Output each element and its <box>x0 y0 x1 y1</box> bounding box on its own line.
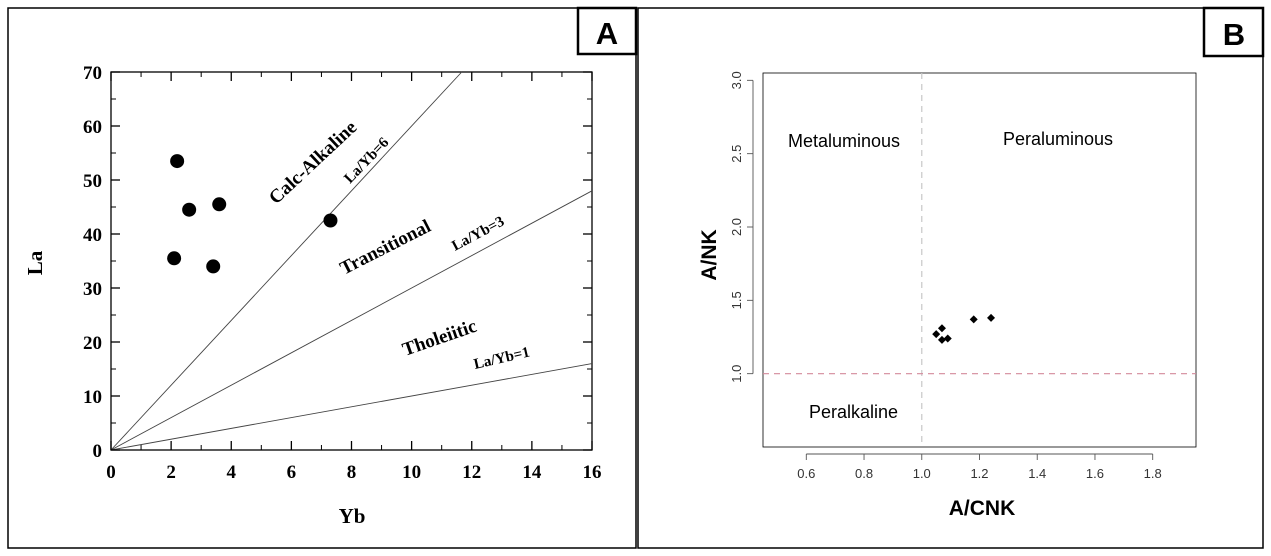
panel-b-x-axis-title: A/CNK <box>949 497 1016 520</box>
panel-a-x-tick-label: 6 <box>287 462 297 483</box>
panel-b-y-tick-label: 1.0 <box>729 365 744 383</box>
panel-b-y-tick-label: 3.0 <box>729 71 744 89</box>
panel-a-line-label-3: La/Yb=3 <box>449 214 507 255</box>
panel-b-y-tick-label: 2.0 <box>729 218 744 236</box>
panel-b-data-point <box>937 335 946 344</box>
panel-b-x-tick-label: 1.6 <box>1086 466 1104 481</box>
panel-a-data-point <box>170 154 185 169</box>
panel-a-y-tick-label: 40 <box>83 225 102 246</box>
panel-a-y-axis-title: La <box>23 250 47 275</box>
panel-a-data-point <box>182 202 197 217</box>
panel-a-badge-box <box>576 6 638 56</box>
panel-b-points <box>932 313 996 344</box>
panel-b-x-tick-label: 1.4 <box>1028 466 1046 481</box>
panel-a-reference-lines <box>110 71 593 451</box>
panel-a-field-label-calc-alkaline: Calc-Alkaline <box>265 117 361 209</box>
panel-a-x-tick-label: 8 <box>347 462 357 483</box>
panel-a-data-point <box>206 259 221 274</box>
panel-a-y-tick-label: 70 <box>83 63 102 84</box>
panel-a-field-label-transitional: Transitional <box>337 216 435 280</box>
panel-a-y-tick-label: 50 <box>83 171 102 192</box>
panel-a-frame <box>7 7 637 549</box>
panel-b-ticks: 0.6 0.8 1.0 1.2 1.4 1.6 1.8 1.0 1.5 2.0 2.5 3.0 <box>729 71 1162 481</box>
panel-b: B 0.6 0.8 1.0 1.2 1.4 1.6 1.8 1.0 1.5 2.0 2.5 3.0 A… <box>637 6 1265 549</box>
panel-a-ticks: 0 2 4 6 8 10 12 14 16 0 10 20 30 40 50 60 70 <box>83 63 602 483</box>
panel-a-ref-line-6 <box>110 71 463 451</box>
panel-a-x-tick-label: 14 <box>522 462 542 483</box>
panel-a-data-point <box>323 213 338 228</box>
panel-b-x-tick-label: 1.8 <box>1144 466 1162 481</box>
panel-a-x-tick-label: 2 <box>166 462 176 483</box>
panel-b-reference-lines <box>763 73 1196 447</box>
panel-a-field-label-tholeiitic: Tholeiitic <box>400 316 480 361</box>
panel-b-x-tick-label: 0.8 <box>855 466 873 481</box>
panel-b-x-tick-label: 1.0 <box>913 466 931 481</box>
panel-a-x-tick-label: 16 <box>583 462 602 483</box>
panel-b-frame <box>637 7 1264 549</box>
panel-a-badge: A <box>596 16 618 51</box>
panel-a-ref-line-1 <box>110 363 593 451</box>
panel-b-data-point <box>943 334 952 343</box>
panel-a-points <box>167 154 338 274</box>
panel-b-y-tick-label: 2.5 <box>729 145 744 163</box>
panel-a-x-tick-label: 4 <box>227 462 237 483</box>
panel-b-y-axis-title: A/NK <box>698 229 721 280</box>
panel-b-field-label-peralkaline: Peralkaline <box>809 402 898 422</box>
panel-b-data-point <box>987 313 996 322</box>
panel-a-x-axis-title: Yb <box>339 504 366 528</box>
panel-a-x-tick-label: 10 <box>402 462 421 483</box>
panel-b-badge: B <box>1223 17 1245 52</box>
panel-b-plot-area <box>762 72 1197 448</box>
panel-b-data-point <box>969 315 978 324</box>
panel-a-y-tick-label: 0 <box>93 441 103 462</box>
panel-a-y-tick-label: 20 <box>83 333 102 354</box>
panel-a-ref-line-3 <box>110 190 593 451</box>
panel-a-line-label-1: La/Yb=1 <box>472 345 531 373</box>
panel-a-data-point <box>167 251 182 266</box>
panel-a-y-tick-label: 60 <box>83 117 102 138</box>
panel-b-data-point <box>937 324 946 333</box>
panel-a: A 0 2 4 6 8 10 12 14 16 0 10 20 30 40 50 60 70 Yb La Cal… <box>7 6 638 549</box>
panel-b-field-label-peraluminous: Peraluminous <box>1003 129 1113 149</box>
panel-a-y-tick-label: 10 <box>83 387 102 408</box>
panel-b-y-tick-label: 1.5 <box>729 291 744 309</box>
panel-a-y-tick-label: 30 <box>83 279 102 300</box>
panel-a-x-tick-label: 12 <box>462 462 481 483</box>
panel-a-x-tick-label: 0 <box>106 462 116 483</box>
panel-b-badge-box <box>1202 6 1265 58</box>
panel-b-x-tick-label: 1.2 <box>970 466 988 481</box>
panel-b-x-tick-label: 0.6 <box>797 466 815 481</box>
panel-b-field-label-metaluminous: Metaluminous <box>788 131 900 151</box>
panel-a-data-point <box>212 197 227 212</box>
panel-b-data-point <box>932 330 941 339</box>
